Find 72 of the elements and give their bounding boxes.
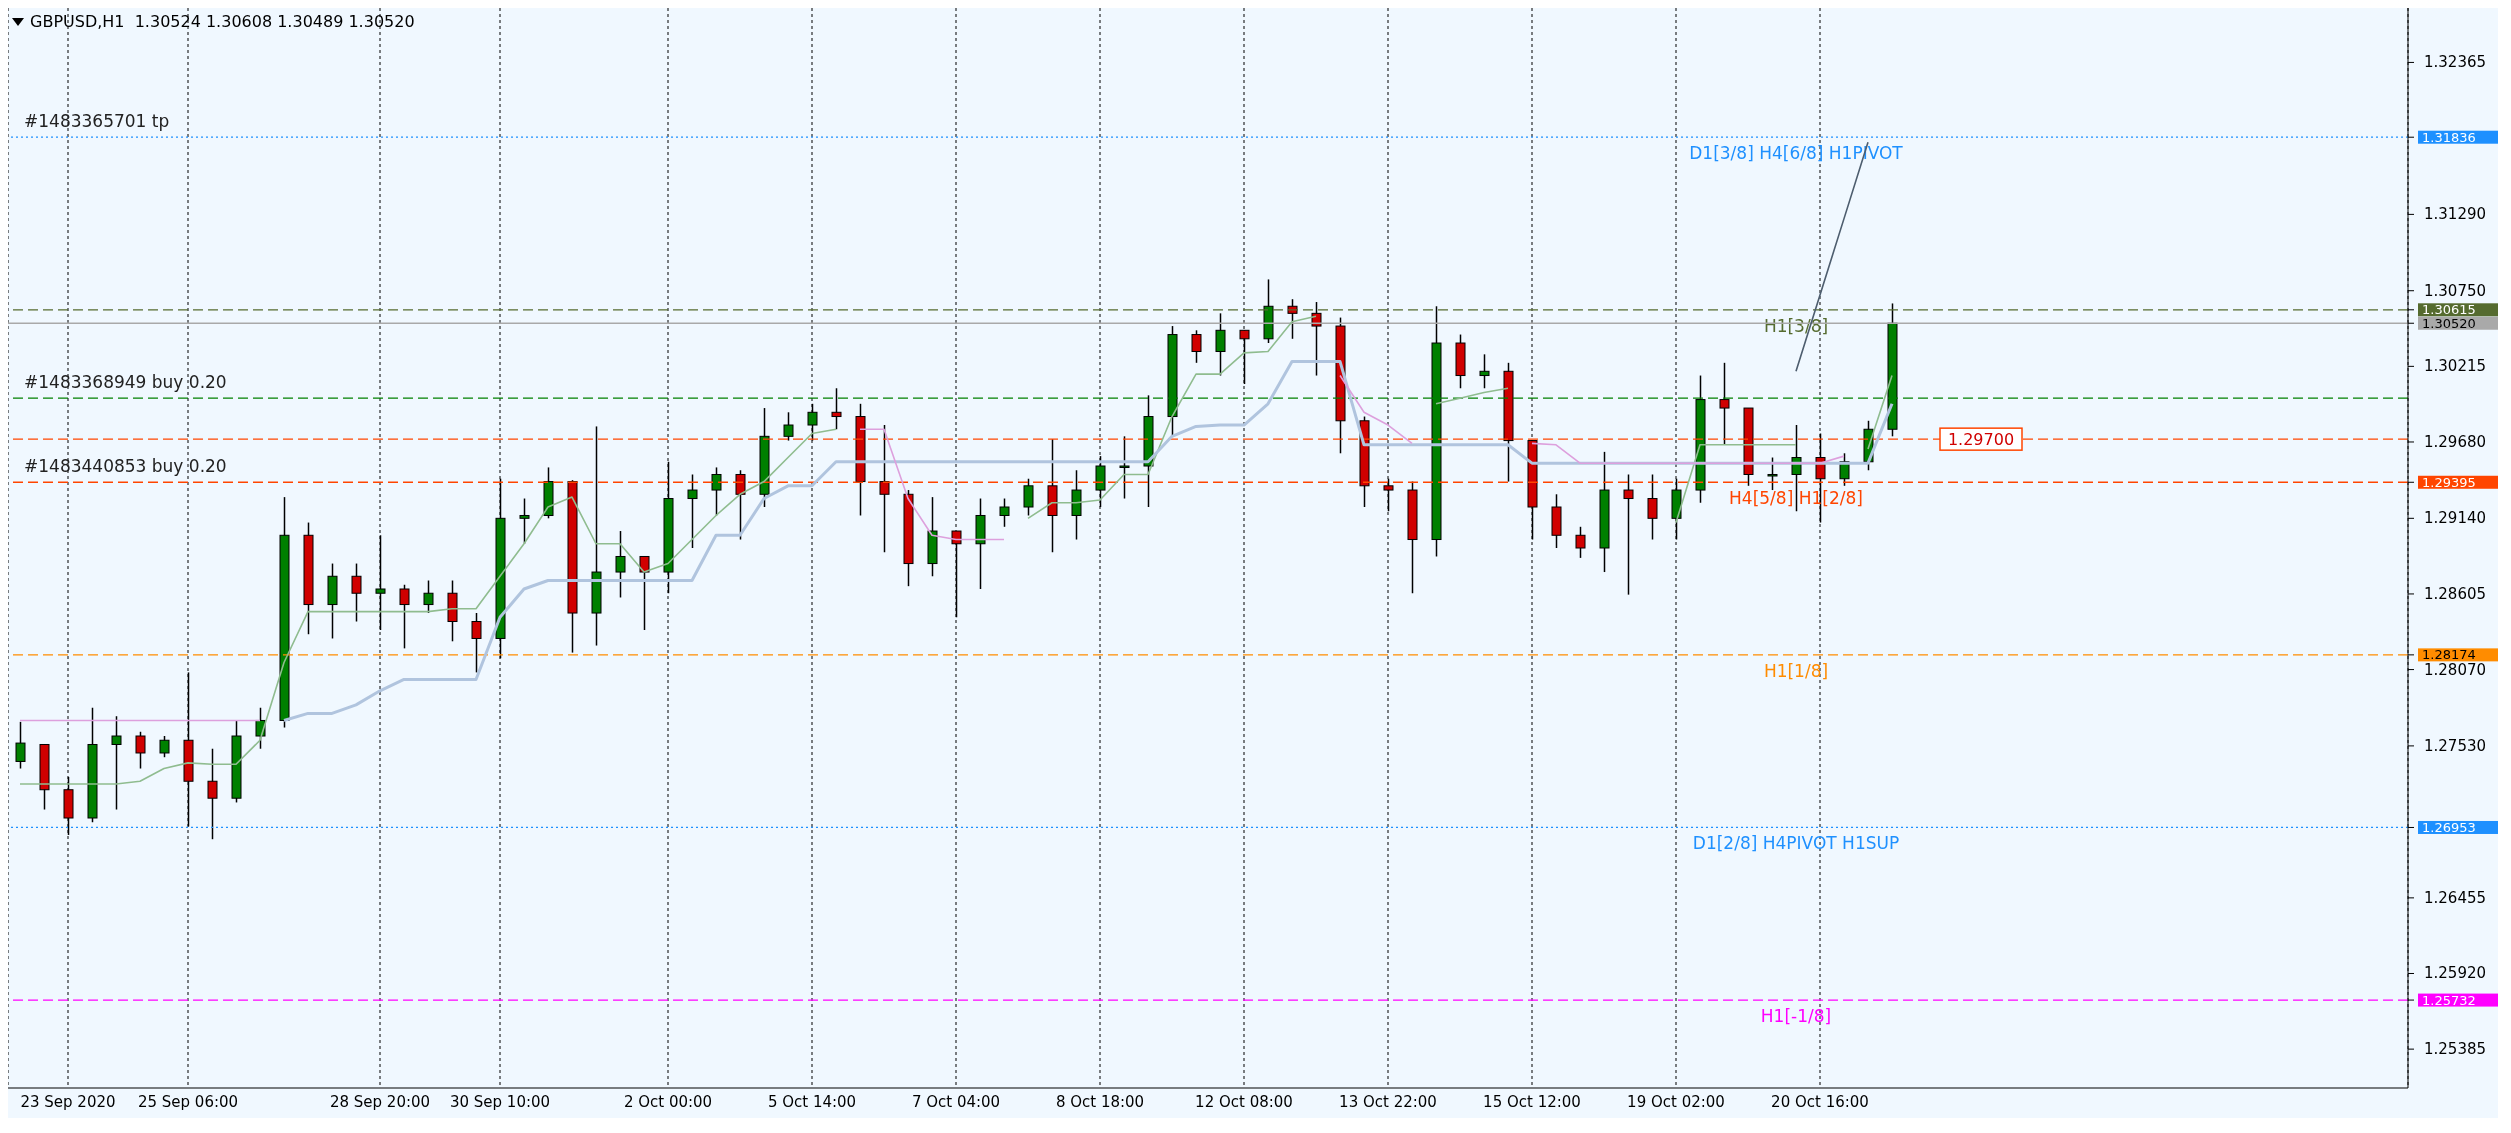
x-tick-label: 20 Oct 16:00 bbox=[1771, 1092, 1869, 1111]
candlestick bbox=[111, 715, 122, 811]
candlestick bbox=[1479, 353, 1490, 390]
x-tick-label: 2 Oct 00:00 bbox=[623, 1092, 713, 1111]
y-tick-label: 1.25920 bbox=[2424, 964, 2487, 983]
candlestick bbox=[423, 579, 434, 614]
candlestick bbox=[519, 497, 530, 545]
x-tick-label: 8 Oct 18:00 bbox=[1055, 1092, 1145, 1111]
y-tick-label: 1.25732 bbox=[2422, 992, 2476, 1008]
candlestick bbox=[1623, 473, 1634, 596]
candlestick bbox=[999, 497, 1010, 528]
candlestick bbox=[639, 555, 650, 631]
x-tick-label: 7 Oct 04:00 bbox=[911, 1092, 1001, 1111]
x-tick-label: 15 Oct 12:00 bbox=[1483, 1092, 1581, 1111]
x-tick-label: 12 Oct 08:00 bbox=[1195, 1092, 1293, 1111]
y-tick-label: 1.28174 bbox=[2422, 647, 2476, 663]
x-tick-label: 25 Sep 06:00 bbox=[137, 1092, 239, 1111]
y-tick-label: 1.26455 bbox=[2424, 888, 2487, 907]
annotation: #1483365701 tp bbox=[24, 111, 170, 132]
ref-line-label: H1[1/8] bbox=[1763, 660, 1829, 681]
y-tick-label: 1.28070 bbox=[2424, 660, 2487, 679]
candlestick bbox=[687, 473, 698, 549]
x-tick-label: 28 Sep 20:00 bbox=[329, 1092, 431, 1111]
candlestick bbox=[879, 424, 890, 553]
candlestick bbox=[1311, 301, 1322, 377]
candlestick bbox=[1767, 456, 1778, 491]
candlestick bbox=[615, 530, 626, 599]
candlestick bbox=[1647, 473, 1658, 541]
candlestick bbox=[1791, 424, 1802, 512]
candlestick bbox=[1215, 312, 1226, 377]
y-tick-label: 1.25385 bbox=[2424, 1040, 2487, 1059]
candlestick bbox=[1287, 298, 1298, 340]
x-tick-label: 5 Oct 14:00 bbox=[767, 1092, 857, 1111]
annotation: #1483368949 buy 0.20 bbox=[24, 372, 227, 393]
x-tick-label: 13 Oct 22:00 bbox=[1339, 1092, 1437, 1111]
y-tick-label: 1.30520 bbox=[2422, 315, 2476, 331]
candlestick bbox=[783, 411, 794, 442]
chart-title: GBPUSD,H1 1.30524 1.30608 1.30489 1.30520 bbox=[30, 12, 415, 31]
candlestick bbox=[1023, 477, 1034, 517]
y-tick-label: 1.31836 bbox=[2422, 129, 2476, 145]
x-tick-label: 19 Oct 02:00 bbox=[1627, 1092, 1725, 1111]
candlestick bbox=[1719, 362, 1730, 446]
y-tick-label: 1.29680 bbox=[2424, 432, 2487, 451]
candlestick bbox=[351, 562, 362, 623]
candlestick bbox=[1191, 329, 1202, 364]
y-tick-label: 1.28605 bbox=[2424, 584, 2487, 603]
y-tick-label: 1.31290 bbox=[2424, 205, 2487, 224]
ref-line-label: D1[2/8] H4PIVOT H1SUP bbox=[1692, 833, 1900, 854]
x-tick-label: 30 Sep 10:00 bbox=[449, 1092, 551, 1111]
candlestick bbox=[711, 466, 722, 517]
candlestick bbox=[1575, 526, 1586, 559]
y-tick-label: 1.26953 bbox=[2422, 819, 2476, 835]
candlestick bbox=[207, 747, 218, 840]
candlestick bbox=[399, 584, 410, 650]
candlestick bbox=[831, 387, 842, 431]
y-tick-label: 1.29395 bbox=[2422, 474, 2476, 490]
ref-line-label: 1.29700 bbox=[1947, 430, 2015, 450]
candlestick bbox=[1119, 435, 1130, 500]
y-tick-label: 1.27530 bbox=[2424, 736, 2487, 755]
x-tick-label: 23 Sep 2020 bbox=[20, 1092, 116, 1111]
candlestick bbox=[471, 612, 482, 674]
candlestick bbox=[735, 469, 746, 541]
y-tick-label: 1.30215 bbox=[2424, 357, 2487, 376]
y-tick-label: 1.30615 bbox=[2422, 302, 2476, 318]
candlestick bbox=[135, 731, 146, 770]
candlestick bbox=[15, 721, 26, 770]
y-tick-label: 1.32365 bbox=[2424, 53, 2487, 72]
y-tick-label: 1.30750 bbox=[2424, 281, 2487, 300]
annotation: #1483440853 buy 0.20 bbox=[24, 456, 227, 477]
ref-line-label: H1[-1/8] bbox=[1760, 1006, 1832, 1027]
candlestick bbox=[159, 735, 170, 758]
y-tick-label: 1.29140 bbox=[2424, 509, 2487, 528]
